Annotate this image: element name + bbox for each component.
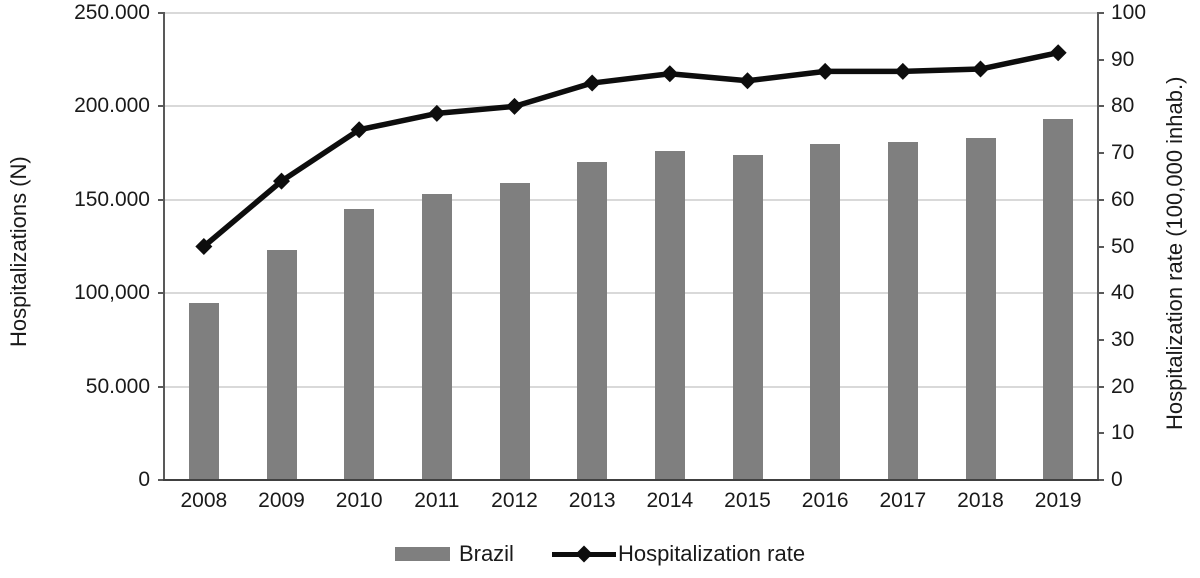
right-tick-mark	[1097, 385, 1104, 388]
legend-label-brazil: Brazil	[458, 541, 514, 566]
gridline	[165, 105, 1097, 108]
line-diamond-swatch-icon	[551, 545, 616, 563]
right-axis-tick-label: 40	[1111, 281, 1135, 305]
left-axis-title: Hospitalizations (N)	[6, 156, 31, 347]
bar-2009	[266, 250, 297, 480]
x-axis-label-2015: 2015	[724, 489, 771, 512]
left-axis-tick-label: 200.000	[74, 94, 150, 118]
diamond-marker-icon	[575, 545, 593, 563]
gridline	[165, 385, 1097, 388]
diamond-marker-2019	[1049, 44, 1067, 62]
right-tick-mark	[1097, 292, 1104, 295]
left-tick-mark	[158, 479, 165, 481]
right-axis-line	[1097, 13, 1099, 480]
left-tick-mark	[158, 105, 165, 108]
left-tick-mark	[158, 12, 165, 14]
right-axis-tick-label: 0	[1111, 468, 1123, 491]
diamond-marker-2011	[428, 104, 446, 122]
x-axis-label-2009: 2009	[258, 489, 305, 512]
x-axis-line	[163, 479, 1099, 481]
right-tick-mark	[1097, 152, 1104, 155]
x-axis-label-2014: 2014	[646, 489, 694, 512]
right-axis-tick-label: 80	[1111, 94, 1135, 118]
right-axis-tick-label: 30	[1111, 327, 1135, 351]
left-axis-tick-label: 0	[138, 468, 150, 491]
bar-2008	[188, 302, 219, 480]
right-tick-mark	[1097, 105, 1104, 108]
right-axis-tick-label: 70	[1111, 141, 1135, 165]
right-axis-tick-label: 50	[1111, 234, 1135, 258]
right-tick-mark	[1097, 58, 1104, 61]
x-axis-label-2016: 2016	[801, 489, 849, 512]
left-tick-mark	[158, 292, 165, 295]
right-axis-tick-label: 90	[1111, 47, 1135, 71]
bar-2017	[887, 141, 918, 480]
left-axis-line	[163, 13, 165, 480]
diamond-marker-2014	[661, 65, 679, 83]
x-axis-label-2011: 2011	[414, 489, 460, 512]
diamond-marker-2010	[350, 121, 368, 139]
right-axis-tick-label: 20	[1111, 374, 1135, 398]
x-axis-label-2018: 2018	[957, 489, 1004, 512]
diamond-marker-2013	[583, 74, 601, 92]
diamond-marker-2009	[273, 172, 290, 190]
diamond-marker-2017	[894, 62, 912, 80]
legend-item-hospitalization-rate: Hospitalization rate	[551, 541, 806, 567]
x-axis-label-2012: 2012	[491, 489, 538, 512]
right-axis-tick-label: 100	[1111, 1, 1147, 24]
bar-2011	[421, 194, 452, 480]
right-tick-mark	[1097, 479, 1104, 481]
diamond-marker-2008	[195, 238, 213, 255]
legend-label-hospitalization-rate: Hospitalization rate	[617, 541, 806, 566]
bar-2014	[654, 151, 685, 480]
x-axis-label-2019: 2019	[1034, 489, 1082, 512]
legend-item-brazil: Brazil	[394, 541, 514, 567]
diamond-marker-2015	[739, 72, 756, 90]
legend: Brazil Hospitalization rate	[0, 541, 1200, 567]
right-axis-tick-label: 60	[1111, 187, 1135, 211]
left-axis-tick-label: 150.000	[74, 187, 150, 211]
hospitalization-rate-line	[202, 50, 1059, 249]
bar-2016	[810, 143, 841, 480]
diamond-marker-2018	[972, 60, 989, 78]
gridline	[165, 198, 1097, 201]
x-axis-label-2013: 2013	[568, 489, 616, 512]
right-tick-mark	[1097, 245, 1104, 248]
bar-2015	[732, 154, 763, 480]
bar-2013	[577, 162, 608, 480]
x-axis-label-2017: 2017	[879, 489, 927, 512]
bar-2018	[965, 138, 996, 480]
x-axis-label-2008: 2008	[180, 489, 228, 512]
diamond-marker-2016	[816, 62, 834, 80]
bar-2010	[344, 209, 375, 480]
left-axis-tick-label: 50.000	[85, 374, 150, 398]
bar-swatch-icon	[394, 547, 450, 561]
left-axis-tick-label: 100,000	[74, 281, 150, 305]
right-tick-mark	[1097, 338, 1104, 341]
gridline	[165, 12, 1097, 14]
x-axis-label-2010: 2010	[335, 489, 383, 512]
right-tick-mark	[1097, 198, 1104, 201]
right-tick-mark	[1097, 432, 1104, 435]
right-axis-tick-label: 10	[1111, 421, 1135, 445]
left-axis-tick-label: 250.000	[74, 1, 150, 24]
bar-2012	[499, 182, 530, 480]
right-tick-mark	[1097, 12, 1104, 14]
gridline	[165, 292, 1097, 295]
bar-2019	[1043, 119, 1074, 480]
left-tick-mark	[158, 198, 165, 201]
left-tick-mark	[158, 385, 165, 388]
